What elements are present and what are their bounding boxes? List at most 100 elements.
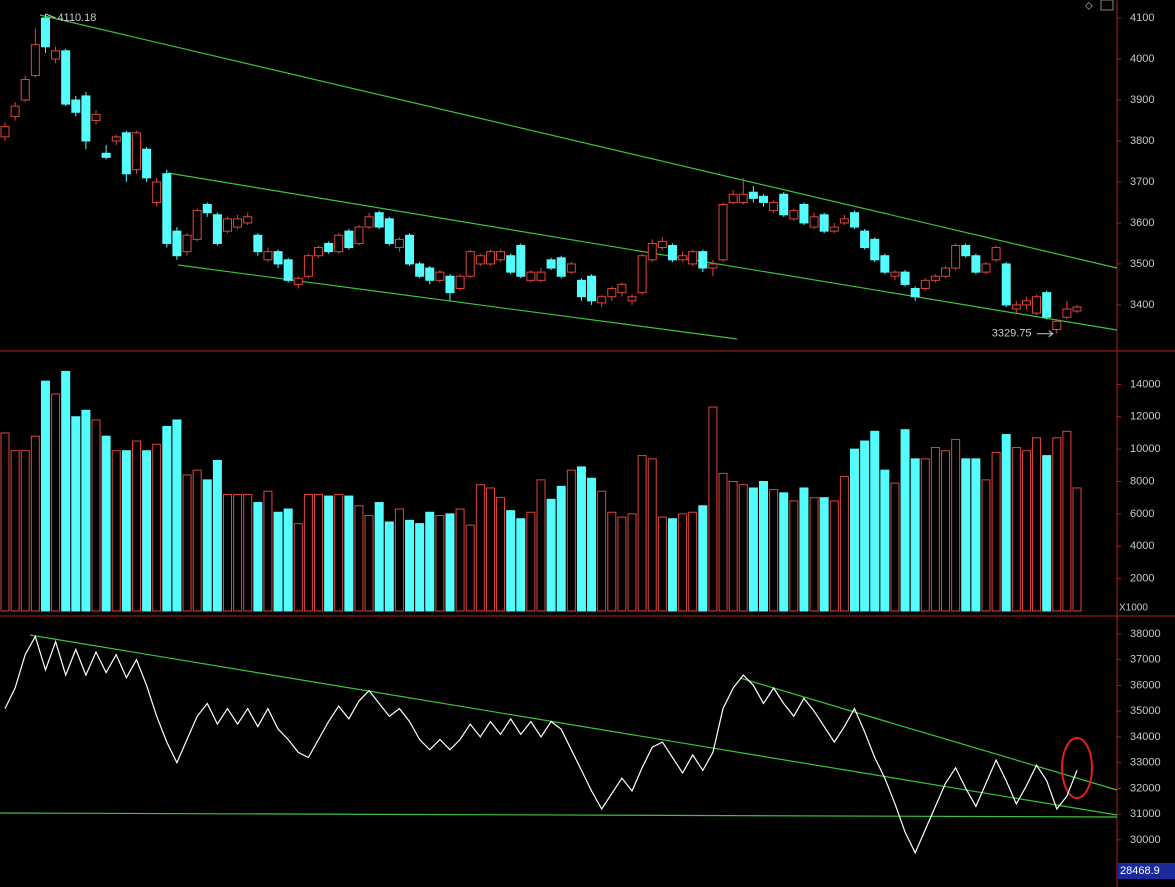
volume-bar — [354, 505, 364, 612]
candle-body — [40, 17, 50, 48]
volume-bar — [991, 451, 1001, 612]
icon[interactable]: ◇ — [1085, 1, 1093, 12]
y-tick-label: 4100 — [1130, 12, 1154, 24]
candle-body — [405, 234, 415, 265]
y-tick-label: 3600 — [1130, 217, 1154, 229]
volume-bar — [587, 477, 597, 612]
volume-bar — [546, 498, 556, 612]
volume-bar — [718, 472, 728, 612]
candle-body — [738, 193, 748, 203]
candle-body — [81, 95, 91, 142]
candle-body — [941, 267, 951, 277]
volume-bar — [202, 479, 212, 612]
volume-bar — [799, 487, 809, 612]
marks: 3400 3500 3600 3700 3800 3900 4000 4100 4110.18 3… — [0, 12, 1175, 879]
candle-body — [769, 201, 779, 212]
volume-bar — [748, 487, 758, 612]
volume-bar — [1011, 447, 1021, 612]
volume-bar — [961, 458, 971, 612]
volume-bar — [111, 450, 121, 612]
volume-bar — [131, 440, 141, 612]
candle-body — [718, 204, 728, 261]
candle-body — [475, 255, 485, 265]
candle-body — [920, 279, 930, 290]
volume-bar — [334, 493, 344, 612]
volume-bar — [850, 448, 860, 612]
candle-body — [1001, 263, 1011, 306]
candle-body — [799, 204, 809, 224]
volume-bar — [758, 481, 768, 612]
candle-body — [667, 244, 677, 261]
candle-body — [334, 234, 344, 253]
y-tick-label: 37000 — [1130, 654, 1161, 666]
volume-bar — [314, 493, 324, 612]
candle-body — [910, 288, 920, 298]
candle-body — [839, 218, 849, 224]
trendline — [29, 634, 1118, 816]
volume-bar — [627, 513, 637, 612]
volume-bar — [1032, 437, 1042, 612]
candle-body — [1011, 304, 1021, 310]
candle-body — [728, 193, 738, 203]
candle-body — [303, 255, 313, 277]
volume-bar — [51, 393, 61, 612]
candle-body — [212, 214, 222, 244]
candle-body — [819, 214, 829, 232]
candle-body — [233, 218, 243, 228]
volume-bar — [910, 458, 920, 612]
y-tick-label: 12000 — [1130, 411, 1161, 423]
candle-body — [415, 263, 425, 277]
volume-bar — [981, 479, 991, 612]
candle-body — [850, 212, 860, 228]
volume-bar — [455, 508, 465, 612]
candle-body — [1042, 292, 1052, 318]
volume-bar — [465, 524, 475, 612]
volume-bar — [819, 497, 829, 612]
candle-body — [617, 283, 627, 294]
candle-body — [0, 126, 10, 138]
volume-bar — [526, 511, 536, 612]
candle-body — [829, 226, 839, 232]
volume-bar — [374, 502, 384, 612]
candle-body — [243, 216, 253, 224]
volume-bar — [1042, 455, 1052, 612]
volume-bar — [475, 484, 485, 612]
candle-body — [121, 132, 131, 175]
volume-bar — [61, 370, 71, 612]
candle-body — [870, 238, 880, 261]
volume-bar — [556, 485, 566, 612]
candle-body — [61, 50, 71, 105]
candle-body — [324, 242, 334, 253]
candle-body — [192, 210, 202, 240]
y-tick-label: 33000 — [1130, 757, 1161, 769]
candle-body — [394, 238, 404, 249]
candle-body — [10, 105, 20, 117]
volume-bar — [900, 429, 910, 612]
y-tick-label: 3500 — [1130, 258, 1154, 270]
candle-body — [425, 267, 435, 281]
volume-bar — [971, 458, 981, 612]
volume-bar — [698, 505, 708, 612]
candle-body — [435, 271, 445, 281]
icon[interactable] — [1100, 0, 1114, 11]
volume-bar — [445, 513, 455, 612]
volume-bar — [405, 519, 415, 612]
volume-bar — [485, 487, 495, 612]
candle-body — [860, 230, 870, 249]
candle-body — [263, 251, 273, 261]
volume-bar — [930, 447, 940, 612]
volume-bar — [870, 430, 880, 612]
candle-body — [758, 195, 768, 203]
volume-bar — [263, 490, 273, 612]
volume-bar — [344, 495, 354, 612]
candle-body — [465, 251, 475, 277]
volume-bar — [809, 497, 819, 612]
volume-bar — [101, 435, 111, 612]
candle-body — [293, 277, 303, 285]
unit-label: X1000 — [1119, 603, 1148, 614]
candle-body — [202, 204, 212, 214]
candle-body — [101, 152, 111, 158]
last-value-box — [1118, 863, 1175, 879]
y-tick-label: 30000 — [1130, 834, 1161, 846]
candle-body — [900, 271, 910, 285]
